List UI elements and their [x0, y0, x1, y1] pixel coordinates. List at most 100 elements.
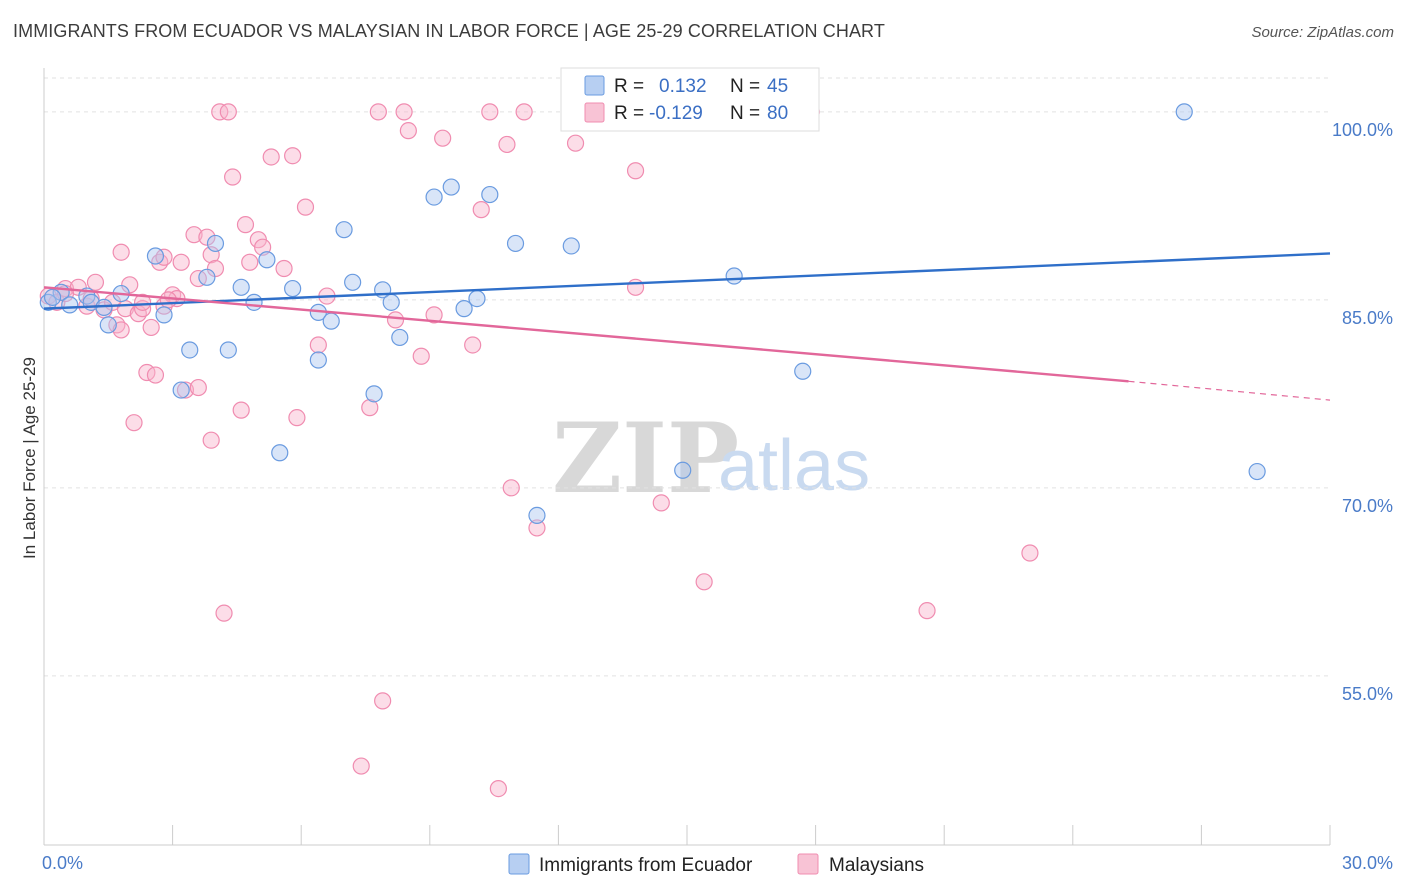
malaysian-point: [352, 757, 370, 775]
malaysian-point: [121, 276, 139, 294]
bottom-legend-swatch-ecuador: [508, 853, 530, 875]
malaysian-point: [224, 168, 242, 186]
malaysian-point: [652, 494, 670, 512]
malaysian-point: [464, 336, 482, 354]
ecuador-point: [43, 288, 62, 306]
ecuador-point: [468, 289, 486, 308]
ecuador-point: [794, 362, 812, 380]
malaysian-point: [219, 103, 237, 121]
malaysian-point: [399, 122, 417, 140]
chart-title: IMMIGRANTS FROM ECUADOR VS MALAYSIAN IN …: [13, 21, 885, 41]
malaysian-point: [528, 519, 546, 537]
malaysian-point: [206, 259, 225, 278]
malaysian-point: [386, 311, 405, 329]
malaysian-point: [262, 148, 280, 166]
malaysian-point: [232, 401, 250, 419]
bottom-legend-swatch-malaysian: [797, 853, 819, 875]
ecuador-point: [99, 316, 117, 334]
malaysian-point: [395, 103, 413, 121]
ecuador-point: [146, 247, 165, 265]
malaysian-point: [566, 134, 585, 152]
legend-swatch-malaysian: [584, 102, 605, 123]
y-tick-label: 85.0%: [1342, 308, 1393, 328]
ecuador-point: [198, 268, 216, 286]
legend-r-value-ecuador: 0.132: [659, 76, 707, 97]
ecuador-point: [232, 278, 250, 296]
malaysian-point: [374, 692, 392, 710]
watermark: ZIP atlas: [552, 402, 870, 515]
malaysian-trend-extension: [1128, 380, 1331, 401]
y-axis-label: In Labor Force | Age 25-29: [20, 357, 39, 559]
legend-n-label-malaysian: N =: [730, 103, 760, 124]
malaysian-point: [202, 431, 220, 449]
malaysian-point: [434, 129, 452, 147]
malaysian-point: [626, 162, 645, 180]
malaysian-point: [918, 602, 936, 620]
ecuador-point: [284, 279, 302, 298]
malaysian-point: [133, 293, 152, 311]
x-tick-label: 0.0%: [42, 853, 83, 873]
ecuador-point: [725, 267, 743, 285]
malaysian-point: [489, 780, 507, 798]
ecuador-point: [219, 341, 237, 359]
ecuador-point: [455, 300, 473, 318]
ecuador-point: [172, 381, 190, 399]
malaysian-point: [189, 269, 207, 288]
y-tick-label: 70.0%: [1342, 496, 1393, 516]
legend-r-label-malaysian: R =: [614, 103, 644, 124]
malaysian-point: [241, 253, 259, 271]
malaysian-point: [296, 198, 315, 216]
malaysian-point: [185, 226, 203, 244]
ecuador-point: [344, 273, 362, 291]
y-tick-label: 55.0%: [1342, 684, 1393, 704]
malaysian-point: [146, 366, 165, 384]
malaysian-point: [515, 103, 533, 121]
malaysian-point: [502, 479, 520, 497]
ecuador-point: [481, 185, 499, 204]
malaysian-point: [198, 228, 216, 246]
malaysian-point: [425, 306, 443, 324]
bottom-legend-label-malaysian: Malaysians: [829, 855, 924, 876]
malaysian-point: [481, 103, 499, 121]
malaysian-point: [309, 336, 327, 354]
malaysian-point: [236, 216, 255, 234]
series-legend: Immigrants from Ecuador Malaysians: [508, 853, 924, 876]
malaysian-point: [215, 604, 233, 622]
ecuador-point: [674, 461, 692, 479]
ecuador-point: [442, 178, 460, 196]
axes: [43, 68, 1331, 846]
malaysian-point: [202, 246, 220, 264]
ecuador-point: [322, 312, 340, 330]
malaysian-point: [361, 399, 379, 417]
malaysian-point: [86, 273, 105, 291]
ecuador-point: [562, 237, 580, 255]
ecuador-point: [181, 341, 199, 359]
malaysian-point: [176, 381, 195, 399]
malaysian-point: [369, 103, 387, 121]
bottom-legend-label-ecuador: Immigrants from Ecuador: [539, 855, 753, 876]
trend-lines: [43, 252, 1331, 401]
ecuador-point: [365, 385, 383, 403]
malaysian-point: [288, 409, 306, 427]
ecuador-point: [506, 234, 525, 253]
y-tick-labels: 100.0% 85.0% 70.0% 55.0%: [1332, 120, 1393, 704]
ecuador-point: [245, 293, 263, 311]
malaysian-point: [172, 253, 190, 271]
malaysian-points: [39, 103, 1039, 798]
malaysian-point: [189, 378, 207, 397]
y-tick-label: 100.0%: [1332, 120, 1393, 140]
legend-swatch-ecuador: [584, 75, 605, 96]
ecuador-point: [61, 296, 79, 314]
ecuador-point: [335, 221, 353, 239]
malaysian-point: [472, 201, 490, 219]
grid-lines: [44, 77, 1330, 677]
watermark-atlas: atlas: [718, 426, 870, 506]
legend-n-value-ecuador: 45: [767, 76, 788, 97]
malaysian-point: [412, 347, 430, 365]
malaysian-point: [159, 291, 177, 309]
ecuador-point: [382, 293, 400, 311]
malaysian-point: [626, 278, 645, 296]
ecuador-point: [425, 188, 443, 206]
malaysian-trend-line: [43, 286, 1129, 383]
